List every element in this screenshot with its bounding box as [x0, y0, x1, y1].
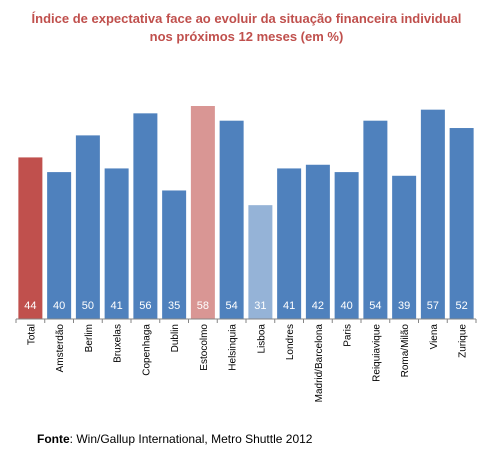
source-label: Fonte [37, 432, 70, 446]
data-label-9: 31 [254, 300, 266, 312]
data-label-7: 58 [197, 300, 209, 312]
bar-12 [334, 172, 359, 319]
chart-title: Índice de expectativa face ao evoluir da… [0, 10, 493, 46]
bar-10 [277, 168, 302, 319]
tick-label-9: Lisboa [256, 324, 267, 354]
tick-label-3: Berlim [84, 324, 95, 352]
tick-label-2: Amsterdão [55, 324, 66, 373]
data-label-14: 39 [398, 300, 410, 312]
data-label-8: 54 [226, 300, 238, 312]
tick-label-10: Londres [285, 324, 296, 360]
data-label-12: 40 [341, 300, 353, 312]
bar-3 [75, 135, 100, 319]
tick-label-4: Bruxelas [113, 324, 124, 363]
tick-label-15: Viena [429, 324, 440, 350]
bar-8 [219, 120, 244, 319]
bar-4 [104, 168, 129, 319]
data-label-16: 52 [456, 300, 468, 312]
bar-9 [248, 205, 273, 319]
bar-chart: 44 40 50 41 56 35 58 54 31 41 42 40 54 39 57 52 Total Am… [15, 106, 477, 403]
bar-16 [449, 128, 474, 319]
tick-label-1: Total [26, 324, 37, 345]
data-label-4: 41 [111, 300, 123, 312]
data-label-11: 42 [312, 300, 324, 312]
bar-11 [305, 164, 330, 319]
bar-6 [162, 190, 187, 319]
source-text: : Win/Gallup International, Metro Shuttl… [69, 432, 313, 446]
tick-label-12: Paris [343, 324, 354, 347]
tick-label-16: Zurique [458, 324, 469, 358]
tick-label-13: Reiquiavique [371, 324, 382, 382]
x-axis-tick-labels: Total Amsterdão Berlim Bruxelas Copenhaga Dub… [26, 324, 468, 403]
bar-2 [47, 172, 72, 319]
tick-label-14: Roma/Milão [400, 324, 411, 378]
bar-5 [133, 113, 158, 319]
data-label-10: 41 [283, 300, 295, 312]
bar-14 [392, 175, 417, 319]
tick-label-7: Estocolmo [199, 324, 210, 371]
tick-label-11: Madrid/Barcelona [314, 324, 325, 403]
source-note: Fonte: Win/Gallup International, Metro S… [37, 432, 312, 446]
bar-7 [190, 106, 215, 319]
chart-title-line-2: nos próximos 12 meses (em %) [149, 29, 344, 44]
tick-label-6: Dublin [170, 324, 181, 352]
chart-title-line-1: Índice de expectativa face ao evoluir da… [31, 11, 462, 26]
bar-1 [18, 157, 43, 319]
data-label-1: 44 [24, 300, 36, 312]
bar-15 [420, 109, 445, 319]
tick-label-5: Copenhaga [141, 324, 152, 376]
data-label-15: 57 [427, 300, 439, 312]
tick-label-8: Helsinquia [228, 324, 239, 371]
bar-series: 44 40 50 41 56 35 58 54 31 41 42 40 54 39 57 52 [18, 106, 474, 319]
data-label-5: 56 [139, 300, 151, 312]
data-label-13: 54 [369, 300, 381, 312]
data-label-3: 50 [82, 300, 94, 312]
data-label-6: 35 [168, 300, 180, 312]
x-axis-ticks [15, 319, 477, 323]
data-label-2: 40 [53, 300, 65, 312]
bar-13 [363, 120, 388, 319]
